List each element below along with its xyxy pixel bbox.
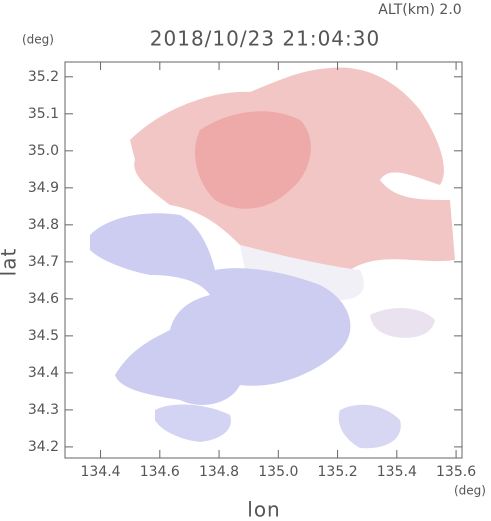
y-tick-label: 34.5 xyxy=(28,328,59,344)
y-tick-label: 34.3 xyxy=(28,402,59,418)
x-tick-label: 135.0 xyxy=(258,464,298,480)
negative-echo-south xyxy=(155,404,231,442)
positive-echo-core xyxy=(195,111,311,209)
negative-echo xyxy=(90,213,351,405)
x-tick-label: 135.6 xyxy=(436,464,476,480)
x-tick-label: 134.6 xyxy=(140,464,180,480)
y-tick-label: 34.2 xyxy=(28,439,59,455)
y-tick-label: 35.0 xyxy=(28,143,59,159)
chart-title: 2018/10/23 21:04:30 xyxy=(150,27,380,51)
y-tick-label: 34.9 xyxy=(28,180,59,196)
x-tick-label: 134.4 xyxy=(81,464,121,480)
x-unit: (deg) xyxy=(454,484,486,498)
y-tick-label: 34.6 xyxy=(28,291,59,307)
y-tick-label: 35.1 xyxy=(28,106,59,122)
plot-frame xyxy=(64,61,463,459)
x-axis-label: lon xyxy=(247,498,280,521)
x-tick-label: 135.4 xyxy=(377,464,417,480)
velocity-field xyxy=(90,67,455,449)
y-tick-label: 35.2 xyxy=(28,69,59,85)
mixed-echo-east xyxy=(370,308,435,338)
y-tick-label: 34.7 xyxy=(28,254,59,270)
y-axis-label: lat xyxy=(0,248,21,277)
y-tick-label: 34.8 xyxy=(28,217,59,233)
y-tick-label: 34.4 xyxy=(28,365,59,381)
x-tick-label: 135.2 xyxy=(318,464,358,480)
altitude-label: ALT(km) 2.0 xyxy=(378,2,461,18)
x-tick-label: 134.8 xyxy=(199,464,239,480)
y-unit: (deg) xyxy=(22,33,54,47)
negative-echo-southeast xyxy=(338,404,401,449)
